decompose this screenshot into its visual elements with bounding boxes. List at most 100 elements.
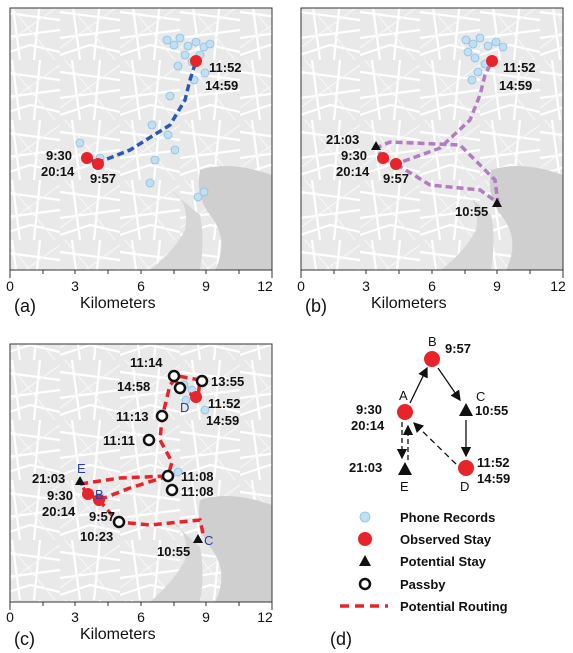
panel-c-label: 11:08: [181, 469, 214, 484]
panel-c-label: 10:55: [157, 544, 190, 559]
panel-c-label: 9:57: [89, 509, 115, 524]
legend-label: Phone Records: [400, 510, 495, 525]
panel-b-phone-records: [461, 33, 508, 85]
panel-c-stay-b: [93, 494, 105, 506]
panel-c-letter: E: [77, 461, 86, 476]
panel-a-tick: 6: [137, 278, 145, 294]
legend-observed-stay-icon: [358, 532, 372, 546]
panel-c-label: 10:23: [80, 529, 113, 544]
panel-c-xlabel: Kilometers: [80, 626, 156, 643]
panel-b-tick: 12: [550, 278, 566, 294]
panel-c-water: [150, 496, 272, 602]
legend-potential-stay-icon: [359, 555, 371, 566]
panel-b-label: 9:57: [383, 171, 409, 186]
panel-c-label: 11:11: [103, 433, 135, 448]
legend-passby-icon: [358, 577, 372, 591]
panel-c-label: 13:55: [211, 374, 244, 389]
panel-c-letter: B: [95, 487, 104, 502]
panel-d-time-d1: 11:52: [477, 455, 510, 470]
panel-d-letter-d: D: [460, 479, 469, 494]
panel-d-node-c: [459, 403, 473, 416]
panel-b-stay-a: [377, 152, 389, 164]
panel-d-letter-c: C: [476, 389, 485, 404]
legend-phone-record-icon: [359, 511, 371, 523]
panel-c-label: 11:14: [130, 355, 163, 370]
panel-c-letter: C: [204, 533, 213, 548]
panel-c-tick: 12: [257, 609, 273, 625]
panel-b-water: [441, 166, 563, 270]
panel-a-label: 11:52: [209, 60, 242, 75]
panel-d-time-b: 9:57: [445, 341, 471, 356]
panel-c-stay-a: [82, 488, 94, 500]
panel-b-stay-b: [390, 158, 402, 170]
panel-b-potential-stay-c: [492, 198, 502, 207]
panel-b-xlabel: Kilometers: [371, 295, 447, 312]
panel-d-tag: (d): [330, 629, 352, 649]
panel-c-tick: 3: [71, 609, 79, 625]
panel-d-node-b: [424, 351, 440, 367]
panel-c-passby: [112, 369, 209, 529]
panel-b-route-alt: [373, 140, 501, 207]
panel-b-tick: 6: [428, 278, 436, 294]
panel-c-label: 11:13: [116, 409, 149, 424]
panel-b-tick: 3: [362, 278, 370, 294]
panel-b-label: 9:30: [341, 148, 367, 163]
panel-a-stay-a: [81, 152, 93, 164]
panel-d-node-d: [458, 460, 474, 476]
legend-label: Potential Routing: [400, 599, 508, 614]
panel-c-stay-d: [190, 391, 202, 403]
panel-d-edge-a-b: [409, 366, 428, 404]
panel-b-axis: [300, 270, 564, 278]
panel-a-stay-b: [92, 158, 104, 170]
panel-b-label: 20:14: [336, 164, 370, 179]
panel-c-letter: D: [180, 400, 189, 415]
panel-a-label: 9:57: [90, 171, 116, 186]
panel-d-edge-b-c: [437, 367, 461, 402]
legend-label: Passby: [400, 577, 446, 592]
panel-c-potential-stay-e: [75, 476, 85, 485]
panel-c-potential-stay-c: [193, 534, 203, 543]
panel-b-stay-d: [486, 55, 498, 67]
panel-d-node-a: [397, 404, 413, 420]
panel-a-axis: [9, 270, 273, 278]
panel-d-time-a2: 20:14: [351, 418, 385, 433]
panel-c-tick: 6: [137, 609, 145, 625]
panel-b-tick: 0: [297, 278, 305, 294]
panel-b: 11:52 14:59 21:03 9:30 20:14 9:57 10:55 …: [297, 7, 566, 316]
panel-a-tag: (a): [14, 296, 36, 316]
panel-d-edge-d-a: [413, 422, 457, 465]
panel-c-label: 14:58: [117, 379, 150, 394]
panel-d-time-d2: 14:59: [477, 471, 510, 486]
panel-c-label: 21:03: [32, 471, 65, 486]
panel-c-label: 11:08: [181, 484, 214, 499]
panel-b-label: 14:59: [499, 78, 532, 93]
panel-a-label: 14:59: [205, 78, 238, 93]
panel-a-phone-records: [75, 33, 215, 202]
legend: Phone Records Observed Stay Potential St…: [340, 510, 508, 614]
panel-a-label: 9:30: [46, 148, 72, 163]
panel-c: 11:14 13:55 14:58 11:52 14:59 11:13 11:1…: [6, 343, 273, 649]
panel-a-water: [150, 166, 272, 270]
panel-b-label: 11:52: [503, 60, 536, 75]
legend-label: Potential Stay: [400, 554, 487, 569]
panel-d-time-e: 21:03: [349, 460, 382, 475]
panel-d-letter-a: A: [399, 388, 408, 403]
panel-a: 11:52 14:59 9:30 20:14 9:57 0 3 6 9 12 (…: [6, 7, 273, 316]
panel-c-tag: (c): [14, 629, 35, 649]
panel-d: A B C D E 9:30 20:14 9:57 10:55 11:52 14…: [330, 334, 510, 649]
panel-a-label: 20:14: [41, 164, 75, 179]
panel-b-potential-stay-e: [371, 141, 381, 150]
panel-c-label: 20:14: [42, 504, 76, 519]
legend-label: Observed Stay: [400, 532, 492, 547]
panel-c-tick: 0: [6, 609, 14, 625]
panel-c-label: 9:30: [47, 488, 73, 503]
panel-b-label: 21:03: [326, 132, 359, 147]
panel-a-xlabel: Kilometers: [80, 295, 156, 312]
panel-c-tick: 9: [202, 609, 210, 625]
panel-a-tick: 9: [202, 278, 210, 294]
panel-c-label: 14:59: [206, 413, 239, 428]
panel-b-label: 10:55: [455, 204, 488, 219]
panel-a-tick: 3: [71, 278, 79, 294]
panel-b-tag: (b): [305, 296, 327, 316]
